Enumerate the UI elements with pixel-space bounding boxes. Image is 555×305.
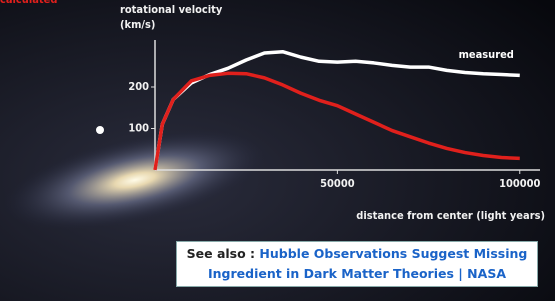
y-label: (km/s) [120, 18, 155, 31]
x-tick-label: 50000 [320, 177, 355, 190]
caption-box: See also : Hubble Observations Suggest M… [176, 241, 538, 287]
y-tick-label: 200 [128, 80, 149, 93]
star [96, 126, 104, 134]
page: rotational velocity (km/s) distance from… [0, 0, 555, 301]
y-tick-label: 100 [128, 122, 149, 135]
series-label: measured [459, 48, 514, 61]
x-label: distance from center (light years) [356, 209, 545, 222]
x-tick-label: 100000 [499, 177, 540, 190]
y-label: rotational velocity [120, 3, 223, 16]
series-label: calculated [0, 0, 57, 6]
caption-link[interactable]: Hubble Observations Suggest Missing Ingr… [208, 246, 527, 281]
caption-prefix: See also : [187, 246, 255, 261]
